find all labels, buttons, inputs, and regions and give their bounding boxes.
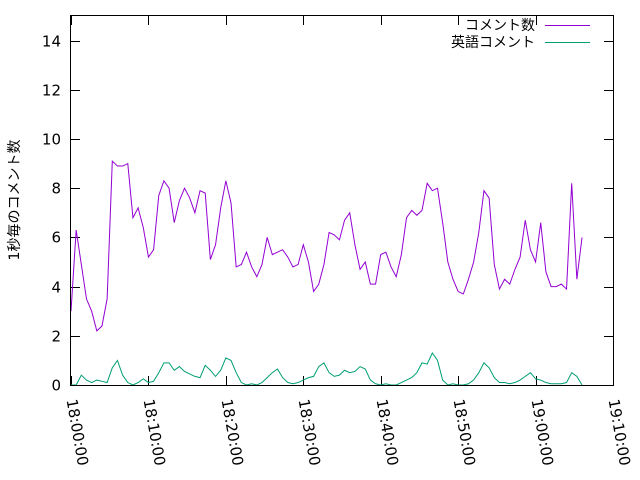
x-tick-label: 18:20:00 (218, 398, 247, 467)
y-tick-label: 2 (51, 328, 61, 346)
y-axis-label: 1秒毎のコメント数 (7, 140, 23, 261)
y-tick-label: 8 (51, 180, 61, 198)
x-tick-label: 18:40:00 (373, 398, 402, 467)
y-tick-label: 14 (42, 33, 61, 51)
series-lines (70, 160, 583, 386)
x-tick-labels: 18:00:00 18:10:00 18:20:00 18:30:00 18:40:00… (63, 398, 634, 467)
legend-label: 英語コメント (451, 34, 535, 51)
plot-frame (70, 15, 614, 386)
x-tick-label: 18:50:00 (450, 398, 479, 467)
x-tick-label: 18:00:00 (63, 398, 92, 467)
y-tick-label: 10 (42, 131, 61, 149)
x-tick-label: 18:30:00 (295, 398, 324, 467)
x-tick-label: 19:00:00 (528, 398, 557, 467)
y-tick-label: 6 (51, 229, 61, 247)
x-tick-label: 19:10:00 (605, 398, 634, 467)
y-tick-label: 0 (51, 377, 61, 395)
series-line-1 (71, 352, 583, 386)
legend-label: コメント数 (465, 18, 535, 34)
y-tick-label: 12 (42, 82, 61, 100)
series-line-0 (70, 160, 583, 332)
y-tick-label: 4 (51, 279, 61, 297)
axis-ticks (71, 16, 614, 386)
y-tick-labels: 0 2 4 6 8 10 12 14 (42, 33, 61, 395)
x-tick-label: 18:10:00 (140, 398, 169, 467)
